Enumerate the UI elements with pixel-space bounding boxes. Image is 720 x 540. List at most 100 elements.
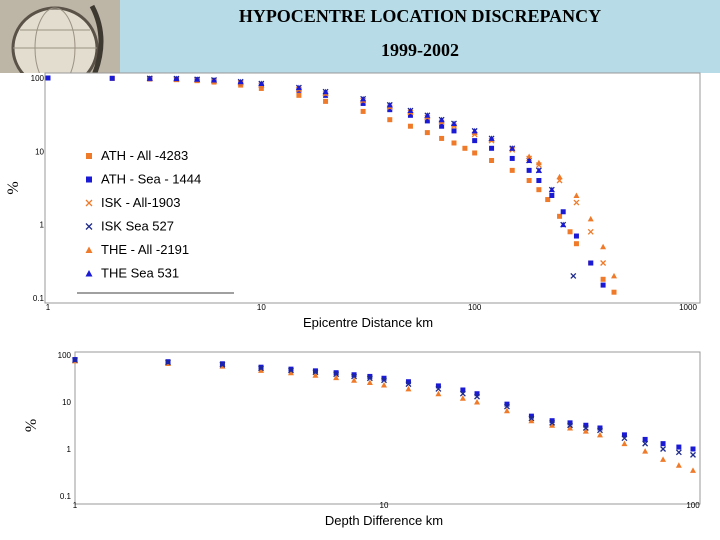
legend: ATH - All -4283 ATH - Sea - 1444 ISK - All… xyxy=(77,148,234,294)
data-point xyxy=(472,138,478,144)
y-axis-label: % xyxy=(23,419,40,432)
data-point xyxy=(387,117,393,123)
data-point xyxy=(460,387,466,393)
data-point xyxy=(471,127,478,134)
data-point xyxy=(367,373,373,379)
data-point xyxy=(549,192,555,198)
legend-entry: THE - All -2191 xyxy=(101,242,189,257)
data-point xyxy=(258,80,265,87)
data-point xyxy=(459,390,466,397)
data-point xyxy=(381,377,387,384)
data-point xyxy=(381,375,387,381)
x-axis-label: Epicentre Distance km xyxy=(303,315,433,330)
series-4 xyxy=(146,75,618,279)
x-tick-label: 1 xyxy=(46,303,51,312)
data-point xyxy=(509,145,516,151)
data-point xyxy=(596,431,603,438)
data-point xyxy=(474,393,480,400)
data-point xyxy=(526,178,532,184)
data-point xyxy=(219,361,226,368)
data-point xyxy=(642,448,649,454)
data-point xyxy=(237,78,244,85)
series-3 xyxy=(146,75,577,279)
x-tick-label: 100 xyxy=(686,501,700,510)
data-point xyxy=(557,213,563,219)
legend-marker xyxy=(85,270,93,277)
data-point xyxy=(424,118,430,124)
data-point xyxy=(597,427,603,434)
data-point xyxy=(45,75,51,81)
data-point xyxy=(405,381,412,388)
data-point xyxy=(582,425,589,431)
data-point xyxy=(258,364,264,370)
x-tick-label: 10 xyxy=(257,303,266,312)
data-point xyxy=(72,357,78,364)
data-point xyxy=(600,260,607,266)
data-point xyxy=(621,432,627,438)
data-point xyxy=(435,385,442,392)
data-point xyxy=(462,145,468,151)
data-point xyxy=(611,272,618,279)
data-point xyxy=(600,282,606,288)
data-point xyxy=(509,155,515,161)
data-point xyxy=(573,192,580,198)
data-point xyxy=(296,92,302,98)
data-point xyxy=(360,95,367,102)
data-point xyxy=(526,167,532,173)
legend-entry: ATH - All -4283 xyxy=(101,148,188,163)
data-point xyxy=(438,116,445,123)
data-point xyxy=(360,108,366,114)
legend-marker xyxy=(85,199,93,207)
data-point xyxy=(660,446,667,452)
x-tick-label: 1000 xyxy=(679,303,697,312)
legend-marker xyxy=(86,176,92,183)
data-point xyxy=(451,128,457,134)
data-point xyxy=(405,385,412,392)
data-point xyxy=(611,289,617,295)
data-point xyxy=(549,422,556,428)
legend-entry: ATH - Sea - 1444 xyxy=(101,172,201,187)
data-point xyxy=(211,76,218,83)
data-point xyxy=(288,366,294,372)
data-point xyxy=(526,157,533,163)
data-point xyxy=(407,123,413,129)
data-point xyxy=(109,75,115,81)
slide-header: HYPOCENTRE LOCATION DISCREPANCY 1999-200… xyxy=(0,0,720,73)
data-point xyxy=(676,444,682,450)
y-tick-label: 10 xyxy=(35,147,44,156)
data-point xyxy=(660,441,666,447)
data-point xyxy=(219,361,225,367)
data-point xyxy=(573,233,579,239)
data-point xyxy=(474,391,480,397)
data-point xyxy=(165,359,171,366)
data-point xyxy=(323,98,329,104)
y-tick-label: 1 xyxy=(40,221,45,230)
data-point xyxy=(690,451,696,458)
data-point xyxy=(587,215,594,222)
x-tick-label: 1 xyxy=(73,501,78,510)
data-point xyxy=(381,381,387,388)
data-point xyxy=(535,167,542,173)
series-1 xyxy=(72,357,696,452)
data-point xyxy=(503,407,510,414)
data-point xyxy=(504,403,510,410)
data-point xyxy=(545,197,551,203)
data-point xyxy=(173,75,180,82)
data-point xyxy=(194,76,201,82)
data-point xyxy=(351,377,358,383)
data-point xyxy=(567,420,573,426)
data-point xyxy=(560,209,566,215)
data-point xyxy=(642,440,649,447)
legend-marker xyxy=(85,246,93,253)
data-point xyxy=(387,107,393,113)
data-point xyxy=(489,145,495,151)
plot2-frame xyxy=(74,351,701,505)
data-point xyxy=(459,395,466,401)
data-point xyxy=(600,243,607,250)
data-point xyxy=(489,157,495,163)
data-point xyxy=(583,422,589,428)
data-point xyxy=(287,369,294,376)
